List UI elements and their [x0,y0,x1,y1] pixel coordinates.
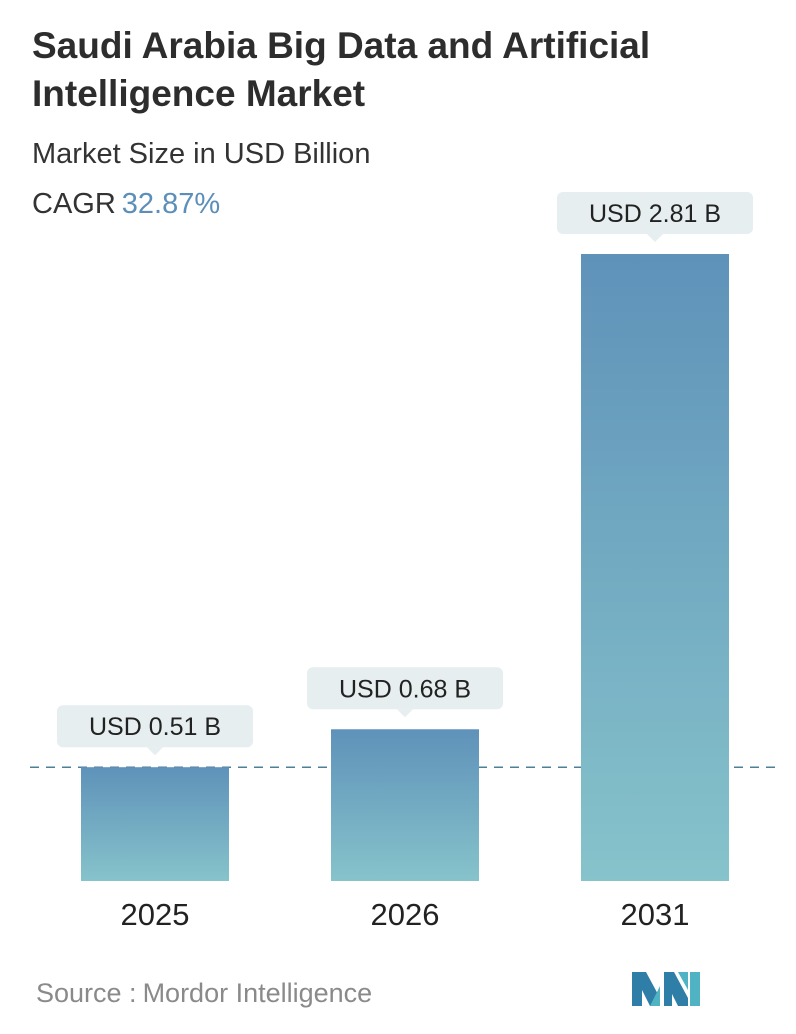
data-label-text: USD 0.51 B [89,713,221,741]
source-name: Mordor Intelligence [142,978,373,1008]
data-label-2025: USD 0.51 B [57,705,253,756]
callout-box [57,705,253,748]
chart-subtitle: Market Size in USD Billion [32,138,371,170]
callout-pointer [397,709,413,718]
bar-2026 [331,729,479,881]
callout-pointer [147,747,163,756]
data-label-2031: USD 2.81 B [557,192,753,242]
cagr-line: CAGR 32.87% [32,188,220,221]
cagr-label: CAGR [32,188,116,220]
cagr-value: 32.87% [121,188,221,220]
source-note: Source : Mordor Intelligence [36,978,372,1009]
data-label-text: USD 0.68 B [339,675,471,703]
source-label: Source : [36,978,137,1008]
callout-box [557,192,753,234]
mordor-intelligence-logo-icon [632,972,700,1006]
data-label-2026: USD 0.68 B [307,667,503,718]
x-tick-label-2026: 2026 [371,897,440,932]
callout-pointer [647,234,663,242]
bar-2025 [81,767,229,881]
x-tick-label-2025: 2025 [121,897,190,932]
x-tick-label-2031: 2031 [621,897,690,932]
callout-box [307,667,503,710]
data-label-text: USD 2.81 B [589,200,721,228]
bar-2031 [581,254,729,881]
chart-title: Saudi Arabia Big Data and Artificial Int… [32,25,651,114]
